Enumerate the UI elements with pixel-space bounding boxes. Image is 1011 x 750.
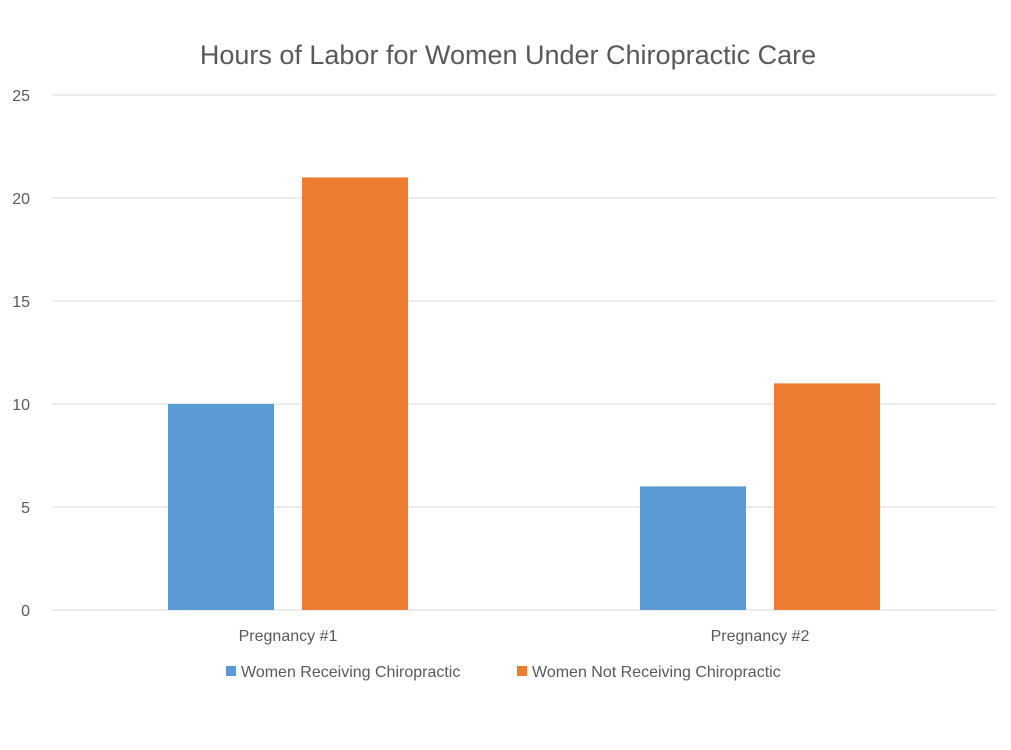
chart-title: Hours of Labor for Women Under Chiroprac… [200, 40, 816, 70]
y-tick-label: 25 [12, 88, 30, 105]
legend-swatch [517, 666, 527, 676]
bar-not-receiving-1 [302, 177, 408, 610]
x-tick-label: Pregnancy #2 [711, 628, 810, 645]
legend-swatch [226, 666, 236, 676]
bars [168, 177, 880, 610]
legend: Women Receiving Chiropractic Women Not Re… [226, 664, 781, 681]
bar-not-receiving-2 [774, 383, 880, 610]
y-tick-label: 0 [21, 603, 30, 620]
x-tick-label: Pregnancy #1 [239, 628, 338, 645]
bar-receiving-1 [168, 404, 274, 610]
bar-receiving-2 [640, 486, 746, 610]
legend-label: Women Not Receiving Chiropractic [532, 664, 781, 681]
legend-label: Women Receiving Chiropractic [241, 664, 460, 681]
y-axis-ticks: 0 5 10 15 20 25 [12, 88, 30, 620]
y-tick-label: 10 [12, 397, 30, 414]
y-tick-label: 20 [12, 191, 30, 208]
y-tick-label: 5 [21, 500, 30, 517]
x-axis-ticks: Pregnancy #1 Pregnancy #2 [239, 628, 810, 645]
y-tick-label: 15 [12, 294, 30, 311]
